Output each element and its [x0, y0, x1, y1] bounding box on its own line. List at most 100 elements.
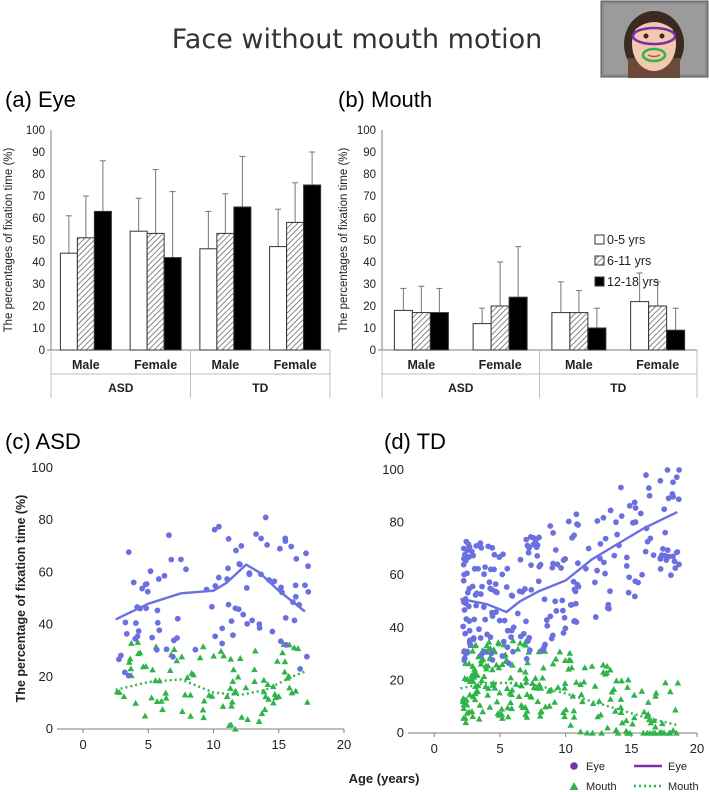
eye-point — [305, 588, 312, 595]
y-tick-label: 40 — [363, 257, 376, 269]
x-tick-label: 10 — [206, 737, 220, 752]
mouth-point — [179, 708, 186, 714]
eye-point — [632, 578, 639, 585]
bar — [216, 232, 235, 351]
eye-point — [460, 623, 467, 630]
mouth-point — [577, 728, 584, 735]
eye-point — [499, 653, 506, 659]
legend-mouth-points-label: Mouth — [586, 781, 617, 792]
mouth-point — [624, 683, 631, 690]
bar — [93, 210, 112, 351]
eye-point — [571, 618, 578, 624]
mouth-point — [669, 727, 677, 733]
mouth-point — [471, 665, 478, 672]
eye-point — [554, 561, 561, 568]
eye-point — [508, 634, 514, 641]
mouth-point — [608, 688, 616, 695]
eye-point — [650, 552, 657, 559]
eye-point — [670, 493, 677, 500]
eye-point — [470, 635, 477, 641]
eye-point — [215, 574, 222, 581]
mouth-point — [258, 710, 266, 717]
mouth-point — [546, 702, 553, 709]
mouth-point — [236, 655, 244, 661]
mouth-point — [196, 654, 204, 661]
eye-point — [219, 640, 226, 647]
bar — [393, 309, 413, 351]
y-tick-label: 30 — [363, 279, 376, 291]
bar — [551, 312, 571, 351]
mouth-point — [479, 655, 487, 662]
mouth-point — [288, 689, 296, 696]
mouth-point — [472, 683, 479, 689]
eye-point — [665, 495, 672, 502]
mouth-point — [134, 638, 142, 645]
y-tick-label: 100 — [382, 462, 404, 477]
eye-point — [503, 584, 510, 590]
mouth-point — [469, 713, 477, 720]
eye-point — [668, 572, 674, 579]
eye-point — [489, 657, 496, 663]
x-tick-label: 20 — [690, 741, 704, 756]
eye-point — [676, 561, 682, 568]
mouth-point — [495, 639, 502, 646]
mouth-point — [483, 642, 491, 649]
mouth-point — [264, 681, 272, 687]
eye-point — [117, 652, 124, 659]
eye-point — [471, 565, 478, 572]
bar — [163, 257, 182, 351]
eye-point — [302, 582, 308, 589]
mouth-point — [515, 693, 523, 700]
panel-label: (b) Mouth — [338, 87, 432, 112]
y-tick-label: 20 — [39, 669, 53, 684]
eye-point — [489, 544, 496, 551]
eye-point — [237, 561, 243, 568]
mouth-point — [485, 638, 493, 645]
eye-point — [121, 669, 128, 676]
y-tick-label: 60 — [32, 213, 45, 225]
mouth-point — [516, 639, 524, 646]
y-tick-label: 0 — [46, 721, 53, 736]
mouth-point — [631, 714, 638, 721]
mouth-point — [504, 713, 512, 720]
eye-point — [643, 472, 649, 478]
mouth-point — [148, 694, 155, 701]
eye-point — [256, 621, 263, 628]
eye-point — [644, 538, 651, 545]
mouth-point — [611, 707, 619, 714]
legend-mouth-point-swatch — [569, 782, 579, 790]
eye-point — [536, 563, 543, 570]
eye-point — [491, 551, 498, 558]
bar — [429, 312, 449, 351]
x-group-label: TD — [252, 381, 268, 395]
eye-point — [614, 531, 621, 538]
panel-label: (c) ASD — [5, 429, 81, 454]
eye-point — [460, 577, 467, 584]
eye-point — [602, 535, 609, 542]
mouth-point — [652, 692, 659, 699]
y-tick-label: 50 — [32, 235, 45, 247]
mouth-point — [618, 719, 626, 726]
eye-point — [561, 614, 568, 621]
eye-point — [572, 588, 579, 595]
eye-point — [611, 552, 618, 559]
eye-point — [632, 519, 639, 525]
eye-point — [461, 655, 468, 662]
mouth-point — [272, 694, 279, 701]
mouth-point — [504, 704, 511, 711]
eye-point — [670, 479, 676, 486]
mouth-point — [532, 674, 539, 681]
eye-point — [135, 628, 142, 634]
mouth-point — [460, 701, 468, 708]
y-tick-label: 40 — [32, 257, 45, 269]
mouth-point — [603, 662, 611, 669]
eye-point — [535, 578, 542, 585]
eye-point — [547, 613, 554, 620]
eye-point — [258, 535, 264, 542]
bar — [569, 312, 589, 351]
y-tick-label: 50 — [363, 235, 376, 247]
y-tick-label: 90 — [32, 147, 45, 159]
eye-point — [508, 592, 515, 599]
eye-point — [292, 582, 299, 589]
mouth-point — [503, 685, 511, 692]
